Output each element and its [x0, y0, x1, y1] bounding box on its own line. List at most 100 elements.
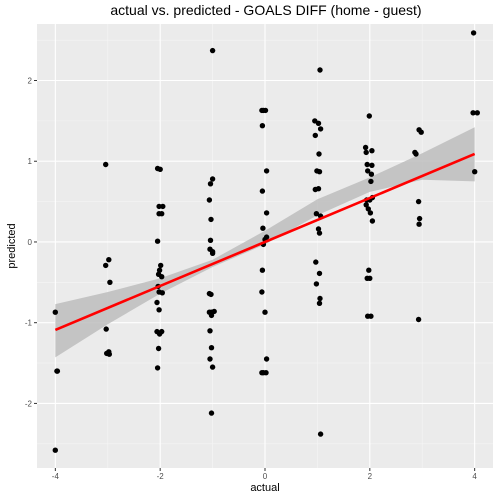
data-point: [313, 259, 319, 265]
data-point: [262, 309, 268, 315]
data-point: [369, 162, 375, 168]
data-point: [315, 226, 322, 232]
data-point: [103, 161, 109, 168]
y-tick-label: -1: [25, 319, 33, 328]
data-point: [317, 431, 324, 437]
data-point: [103, 262, 109, 269]
data-point: [365, 168, 371, 174]
data-point: [263, 210, 270, 216]
data-point: [158, 262, 164, 269]
data-point: [416, 221, 422, 227]
data-point: [207, 356, 213, 362]
data-point: [364, 161, 370, 168]
x-tick-label: -4: [52, 472, 60, 481]
data-point: [315, 120, 322, 127]
data-point: [206, 197, 213, 203]
data-point: [363, 149, 369, 156]
data-point: [209, 176, 216, 182]
x-tick-label: 0: [263, 472, 268, 481]
data-point: [368, 178, 374, 185]
data-point: [159, 211, 165, 217]
data-point: [154, 365, 161, 371]
data-point: [263, 168, 270, 174]
x-tick-label: 2: [368, 472, 373, 481]
data-point: [209, 47, 216, 54]
data-point: [474, 110, 480, 116]
data-point: [207, 181, 214, 187]
data-point: [263, 370, 269, 376]
data-point: [313, 211, 320, 217]
data-point: [208, 312, 215, 319]
data-point: [263, 356, 270, 362]
data-point: [415, 198, 422, 205]
data-point: [418, 129, 424, 135]
data-point: [316, 270, 323, 277]
y-tick-label: -2: [25, 399, 33, 408]
regression-line: [54, 152, 476, 332]
data-point: [362, 144, 369, 151]
data-point: [315, 186, 322, 192]
data-point: [316, 151, 322, 157]
data-point: [155, 345, 162, 352]
data-point: [316, 300, 323, 306]
data-point: [209, 364, 216, 370]
data-point: [470, 110, 476, 116]
data-point: [209, 250, 216, 256]
data-point: [52, 309, 58, 315]
data-point: [156, 267, 163, 273]
data-point: [207, 237, 214, 243]
data-point: [317, 126, 324, 132]
data-point: [208, 216, 214, 223]
data-point: [159, 274, 165, 280]
x-axis-title: actual: [250, 482, 279, 494]
data-point: [103, 326, 109, 332]
y-axis-title: predicted: [6, 223, 18, 268]
data-point: [470, 30, 477, 36]
data-point: [368, 313, 374, 319]
data-point: [413, 151, 419, 157]
data-point: [259, 123, 266, 129]
data-point: [207, 328, 213, 334]
data-point: [415, 316, 422, 323]
data-point: [365, 206, 371, 212]
x-tick-label: -2: [157, 472, 165, 481]
data-point: [366, 267, 372, 273]
data-point: [106, 351, 113, 357]
y-tick-label: 0: [28, 238, 33, 247]
chart-title: actual vs. predicted - GOALS DIFF (home …: [110, 2, 421, 18]
data-point: [159, 328, 165, 335]
data-point: [159, 290, 165, 296]
data-point: [313, 281, 320, 287]
data-point: [259, 188, 266, 194]
data-point: [160, 203, 166, 210]
data-point: [316, 169, 323, 175]
data-point: [363, 202, 369, 208]
data-point: [157, 166, 163, 172]
x-axis: -4 -2 0 2 4: [52, 468, 477, 481]
data-point: [416, 215, 423, 222]
data-point: [259, 267, 266, 273]
data-point: [208, 410, 215, 416]
data-point: [211, 308, 217, 315]
data-point: [262, 107, 269, 114]
data-point: [368, 171, 375, 177]
data-point: [369, 218, 376, 224]
data-point: [107, 279, 113, 285]
data-point: [259, 289, 265, 295]
data-point: [260, 225, 266, 231]
data-point: [317, 295, 323, 302]
y-tick-label: 2: [28, 77, 33, 86]
data-point: [367, 210, 374, 216]
x-tick-label: 4: [472, 472, 477, 481]
data-point: [312, 132, 318, 139]
data-point: [156, 307, 162, 313]
data-points: [52, 30, 480, 453]
data-point: [52, 447, 58, 453]
y-tick-label: 1: [28, 157, 33, 166]
data-point: [316, 230, 323, 236]
data-point: [154, 238, 161, 244]
data-point: [156, 203, 162, 210]
data-point: [208, 291, 214, 298]
data-point: [208, 345, 215, 351]
data-point: [317, 67, 323, 73]
